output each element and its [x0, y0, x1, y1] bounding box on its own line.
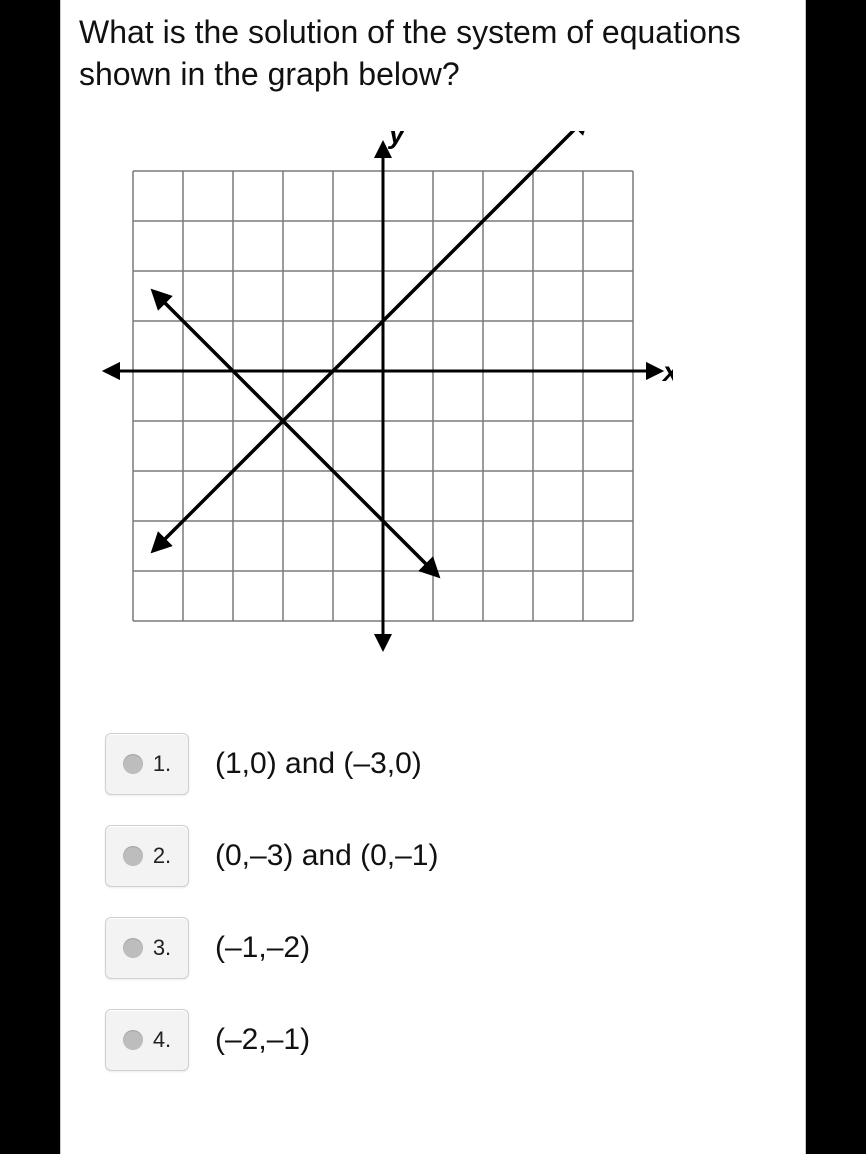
question-card: What is the solution of the system of eq…	[60, 0, 806, 1154]
graph-container: yx	[79, 131, 787, 661]
radio-icon	[123, 938, 143, 958]
question-text: What is the solution of the system of eq…	[79, 12, 787, 95]
system-graph: yx	[93, 131, 673, 661]
option-text: (–1,–2)	[215, 931, 310, 965]
option-row: 4. (–2,–1)	[105, 1009, 787, 1071]
option-button-4[interactable]: 4.	[105, 1009, 189, 1071]
svg-text:y: y	[387, 131, 406, 149]
option-row: 2. (0,–3) and (0,–1)	[105, 825, 787, 887]
radio-icon	[123, 846, 143, 866]
option-row: 1. (1,0) and (–3,0)	[105, 733, 787, 795]
option-text: (0,–3) and (0,–1)	[215, 839, 438, 873]
radio-icon	[123, 754, 143, 774]
option-number: 4.	[153, 1027, 171, 1053]
option-button-3[interactable]: 3.	[105, 917, 189, 979]
option-number: 3.	[153, 935, 171, 961]
option-button-1[interactable]: 1.	[105, 733, 189, 795]
radio-icon	[123, 1030, 143, 1050]
answer-options: 1. (1,0) and (–3,0) 2. (0,–3) and (0,–1)…	[79, 733, 787, 1071]
option-number: 2.	[153, 843, 171, 869]
option-text: (1,0) and (–3,0)	[215, 747, 422, 781]
option-text: (–2,–1)	[215, 1023, 310, 1057]
option-number: 1.	[153, 751, 171, 777]
option-button-2[interactable]: 2.	[105, 825, 189, 887]
svg-text:x: x	[661, 356, 673, 387]
option-row: 3. (–1,–2)	[105, 917, 787, 979]
